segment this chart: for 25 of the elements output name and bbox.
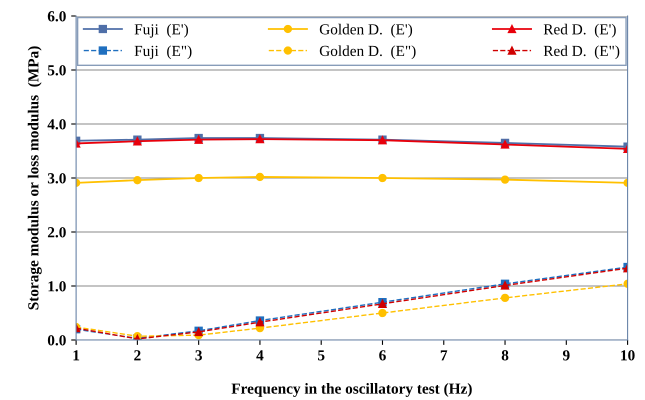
x-tick-label: 2 (134, 350, 141, 360)
legend-label: Golden D. (E") (320, 45, 416, 60)
y-tick-label: 5.0 (48, 65, 66, 76)
legend-label: Red D. (E") (544, 45, 620, 60)
x-tick-label: 1 (74, 350, 80, 360)
x-tick-label: 9 (562, 350, 570, 360)
legend-label: Golden D. (E') (320, 24, 412, 38)
x-tick-label: 10 (621, 350, 635, 360)
legend-label: Fuji (E") (134, 45, 192, 60)
y-tick-label: 4.0 (48, 119, 66, 130)
y-tick-label: 3.0 (48, 173, 66, 184)
x-tick-label: 7 (440, 350, 448, 360)
y-tick-label: 0.0 (48, 335, 66, 346)
y-tick-label: 2.0 (48, 227, 66, 238)
y-tick-label: 1.0 (48, 281, 66, 292)
legend-label: Fuji (E') (134, 24, 188, 38)
y-tick-label: 6.0 (48, 11, 66, 22)
x-tick-label: 5 (318, 350, 324, 360)
x-tick-label: 3 (195, 350, 202, 360)
x-tick-label: 8 (502, 350, 508, 360)
x-tick-label: 4 (256, 350, 264, 360)
y-axis-title: Storage modulus or loss modulus (MPa) (28, 46, 42, 310)
x-axis-title: Frequency in the oscillatory test (Hz) (232, 383, 472, 397)
legend-label: Red D. (E') (544, 24, 616, 38)
x-tick-label: 6 (379, 350, 386, 360)
